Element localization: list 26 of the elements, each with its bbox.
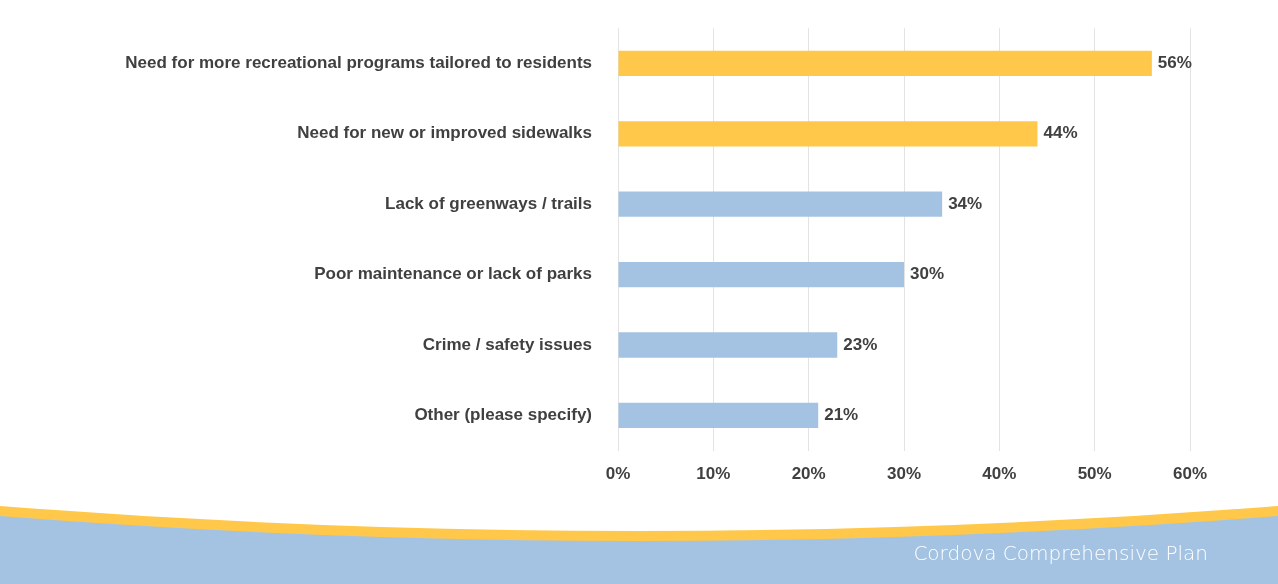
bar [618,50,1152,77]
x-tick-label: 20% [791,464,826,484]
data-label: 30% [910,264,945,284]
y-tick-label: Crime / safety issues [422,334,592,354]
data-label: 56% [1157,53,1192,73]
x-tick-label: 50% [1077,464,1112,484]
x-tick-label: 30% [886,464,922,484]
data-label: 21% [824,405,859,425]
data-label: 23% [843,334,878,354]
data-label: 34% [948,193,983,213]
y-tick-label: Need for more recreational programs tailored to residents [125,53,592,73]
y-tick-label: Other (please specify) [414,405,592,425]
bar [618,402,819,429]
data-label: 44% [1043,123,1078,143]
y-tick-label: Need for new or improved sidewalks [297,123,592,143]
x-tick-label: 40% [982,464,1017,484]
y-tick-label: Poor maintenance or lack of parks [314,264,592,284]
bar [618,191,943,217]
y-tick-label: Lack of greenways / trails [385,193,592,213]
text: Cordova Comprehensive Plan [913,541,1208,565]
bar [618,332,838,358]
x-tick-label: 10% [696,464,731,484]
bar [618,121,1038,147]
x-tick-label: 0% [605,464,631,484]
bar [618,261,904,288]
x-tick-label: 60% [1172,464,1208,484]
